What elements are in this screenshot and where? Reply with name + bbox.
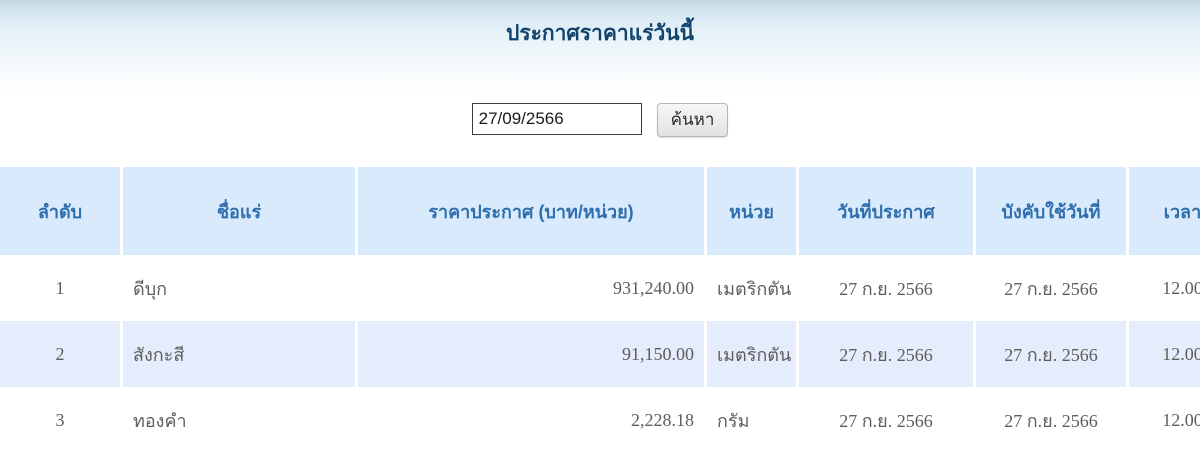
column-header-name[interactable]: ชื่อแร่ — [123, 167, 355, 255]
column-header-effective-date[interactable]: บังคับใช้วันที่ — [976, 167, 1126, 255]
cell-seq: 3 — [0, 387, 120, 453]
cell-seq: 2 — [0, 321, 120, 387]
table-row[interactable]: 2 สังกะสี 91,150.00 เมตริกตัน 27 ก.ย. 25… — [0, 321, 1200, 387]
cell-effective-date: 27 ก.ย. 2566 — [976, 387, 1126, 453]
table-row[interactable]: 1 ดีบุก 931,240.00 เมตริกตัน 27 ก.ย. 256… — [0, 255, 1200, 321]
cell-announce-date: 27 ก.ย. 2566 — [799, 321, 973, 387]
cell-announce-date: 27 ก.ย. 2566 — [799, 255, 973, 321]
cell-announce-date: 27 ก.ย. 2566 — [799, 387, 973, 453]
search-date-input[interactable] — [471, 103, 642, 135]
table-header-row: ลำดับ ชื่อแร่ ราคาประกาศ (บาท/หน่วย) หน่… — [0, 167, 1200, 255]
search-button[interactable]: ค้นหา — [656, 103, 729, 137]
column-header-announce-date[interactable]: วันที่ประกาศ — [799, 167, 973, 255]
cell-unit: เมตริกตัน — [707, 255, 796, 321]
cell-price: 931,240.00 — [358, 255, 704, 321]
cell-time: 12.00 — [1129, 321, 1200, 387]
cell-name: ดีบุก — [123, 255, 355, 321]
mineral-price-table: ลำดับ ชื่อแร่ ราคาประกาศ (บาท/หน่วย) หน่… — [0, 167, 1200, 453]
column-header-unit[interactable]: หน่วย — [707, 167, 796, 255]
price-table-container: ลำดับ ชื่อแร่ ราคาประกาศ (บาท/หน่วย) หน่… — [0, 167, 1200, 453]
search-bar: ค้นหา — [0, 103, 1200, 137]
cell-time: 12.00 — [1129, 387, 1200, 453]
cell-time: 12.00 — [1129, 255, 1200, 321]
cell-unit: กรัม — [707, 387, 796, 453]
column-header-price[interactable]: ราคาประกาศ (บาท/หน่วย) — [358, 167, 704, 255]
cell-name: ทองคำ — [123, 387, 355, 453]
column-header-seq[interactable]: ลำดับ — [0, 167, 120, 255]
column-header-time[interactable]: เวลา — [1129, 167, 1200, 255]
cell-name: สังกะสี — [123, 321, 355, 387]
table-body: 1 ดีบุก 931,240.00 เมตริกตัน 27 ก.ย. 256… — [0, 255, 1200, 453]
title-bar: ประกาศราคาแร่วันนี้ — [0, 0, 1200, 45]
cell-unit: เมตริกตัน — [707, 321, 796, 387]
page-title: ประกาศราคาแร่วันนี้ — [506, 22, 694, 45]
cell-seq: 1 — [0, 255, 120, 321]
cell-price: 91,150.00 — [358, 321, 704, 387]
cell-price: 2,228.18 — [358, 387, 704, 453]
table-header: ลำดับ ชื่อแร่ ราคาประกาศ (บาท/หน่วย) หน่… — [0, 167, 1200, 255]
cell-effective-date: 27 ก.ย. 2566 — [976, 321, 1126, 387]
table-row[interactable]: 3 ทองคำ 2,228.18 กรัม 27 ก.ย. 2566 27 ก.… — [0, 387, 1200, 453]
cell-effective-date: 27 ก.ย. 2566 — [976, 255, 1126, 321]
